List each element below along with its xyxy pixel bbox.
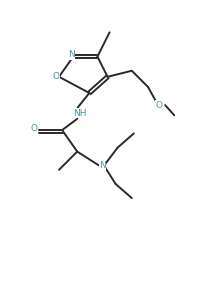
Text: O: O xyxy=(31,125,38,134)
Text: O: O xyxy=(155,101,162,110)
Text: NH: NH xyxy=(73,109,87,118)
Text: N: N xyxy=(67,50,74,59)
Text: N: N xyxy=(99,161,105,170)
Text: O: O xyxy=(52,72,59,81)
